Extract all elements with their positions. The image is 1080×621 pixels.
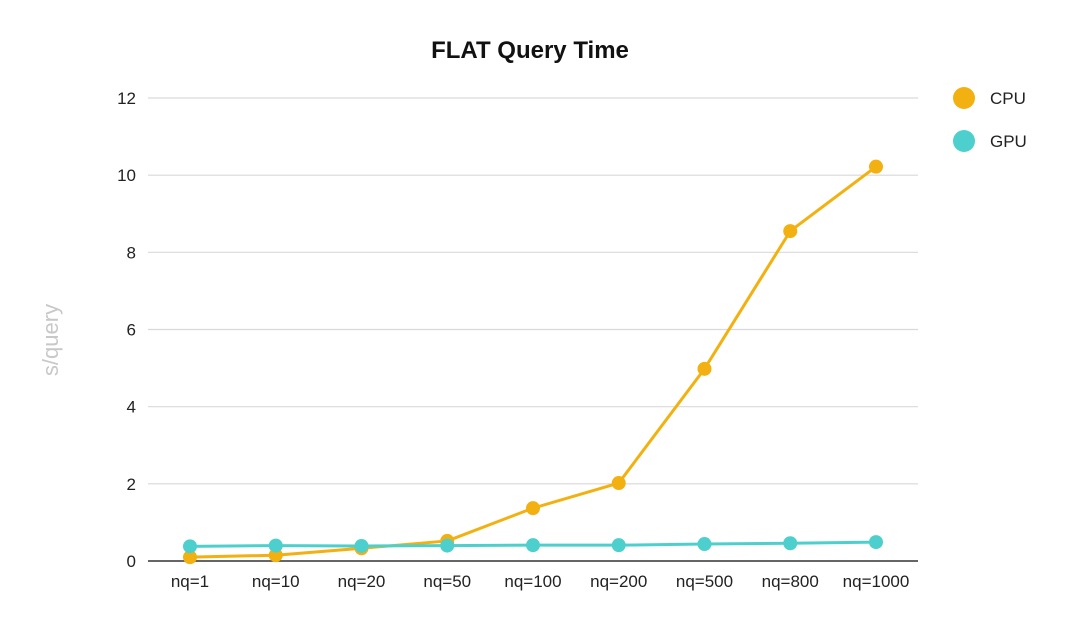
data-point-gpu [611, 538, 626, 553]
series-cpu [183, 159, 883, 565]
data-point-cpu [268, 548, 283, 563]
legend-label: GPU [990, 132, 1027, 151]
chart-title: FLAT Query Time [431, 37, 629, 64]
data-point-gpu [697, 537, 712, 552]
x-tick-label: nq=100 [504, 572, 561, 591]
series-gpu [183, 535, 883, 554]
x-tick-label: nq=1 [171, 572, 209, 591]
x-tick-label: nq=500 [676, 572, 733, 591]
data-point-cpu [526, 501, 540, 516]
data-point-gpu [526, 538, 540, 553]
data-point-cpu [183, 550, 197, 565]
legend: CPU GPU [953, 87, 1027, 152]
y-tick-label: 10 [117, 166, 136, 185]
data-point-gpu [869, 535, 883, 550]
legend-swatch [953, 130, 975, 152]
y-tick-label: 8 [127, 243, 136, 262]
series-layer [183, 159, 883, 565]
x-tick-label: nq=200 [590, 572, 647, 591]
data-point-cpu [869, 159, 883, 174]
y-axis-ticks: 0 2 4 6 8 10 12 [117, 89, 136, 571]
data-point-gpu [268, 538, 283, 553]
y-axis-label: s/query [38, 304, 63, 376]
data-point-gpu [440, 538, 455, 553]
x-tick-label: nq=800 [762, 572, 819, 591]
y-tick-label: 2 [127, 475, 136, 494]
series-line-cpu [188, 165, 878, 559]
data-point-gpu [183, 539, 197, 554]
data-point-cpu [697, 361, 712, 376]
x-tick-label: nq=1000 [843, 572, 910, 591]
x-tick-label: nq=20 [338, 572, 386, 591]
data-point-cpu [783, 224, 798, 239]
data-point-gpu [783, 536, 798, 551]
y-tick-label: 6 [127, 321, 136, 340]
legend-label: CPU [990, 89, 1026, 108]
legend-item-cpu: CPU [953, 87, 1026, 109]
gridlines [148, 97, 918, 562]
data-point-gpu [354, 538, 369, 553]
y-tick-label: 4 [127, 398, 136, 417]
y-tick-label: 12 [117, 89, 136, 108]
x-tick-label: nq=10 [252, 572, 300, 591]
y-tick-label: 0 [127, 552, 136, 571]
legend-swatch [953, 87, 975, 109]
x-tick-label: nq=50 [423, 572, 471, 591]
legend-item-gpu: GPU [953, 130, 1027, 152]
data-point-cpu [611, 476, 626, 491]
x-axis-ticks: nq=1 nq=10 nq=20 nq=50 nq=100 nq=200 nq=500 nq=… [171, 572, 909, 591]
